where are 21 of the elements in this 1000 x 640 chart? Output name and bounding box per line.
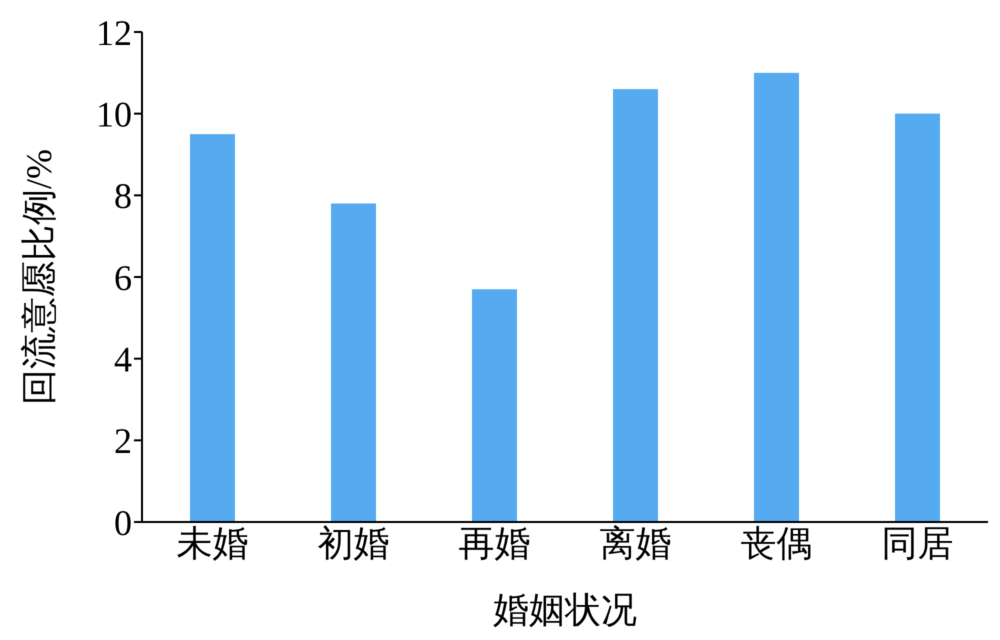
bar bbox=[190, 134, 235, 522]
y-tick-label: 2 bbox=[114, 421, 132, 462]
y-tick-label: 8 bbox=[114, 176, 132, 216]
x-tick-label: 丧偶 bbox=[740, 524, 812, 564]
x-tick-label: 初婚 bbox=[318, 524, 390, 564]
x-tick-label: 未婚 bbox=[176, 524, 248, 564]
bar bbox=[895, 114, 940, 522]
x-axis-title: 婚姻状况 bbox=[493, 590, 637, 630]
bar bbox=[472, 289, 517, 522]
bar bbox=[331, 204, 376, 522]
bar bbox=[754, 72, 799, 522]
x-tick-label: 离婚 bbox=[600, 524, 672, 564]
bar bbox=[613, 89, 658, 522]
y-tick-label: 4 bbox=[114, 339, 132, 380]
x-tick-label: 同居 bbox=[882, 524, 954, 564]
y-tick-label: 12 bbox=[96, 12, 132, 53]
y-tick-label: 10 bbox=[96, 94, 132, 134]
y-axis-title: 回流意愿比例/% bbox=[18, 149, 59, 405]
y-tick-label: 0 bbox=[114, 502, 132, 543]
y-tick-label: 6 bbox=[114, 258, 132, 298]
x-tick-label: 再婚 bbox=[458, 524, 530, 564]
